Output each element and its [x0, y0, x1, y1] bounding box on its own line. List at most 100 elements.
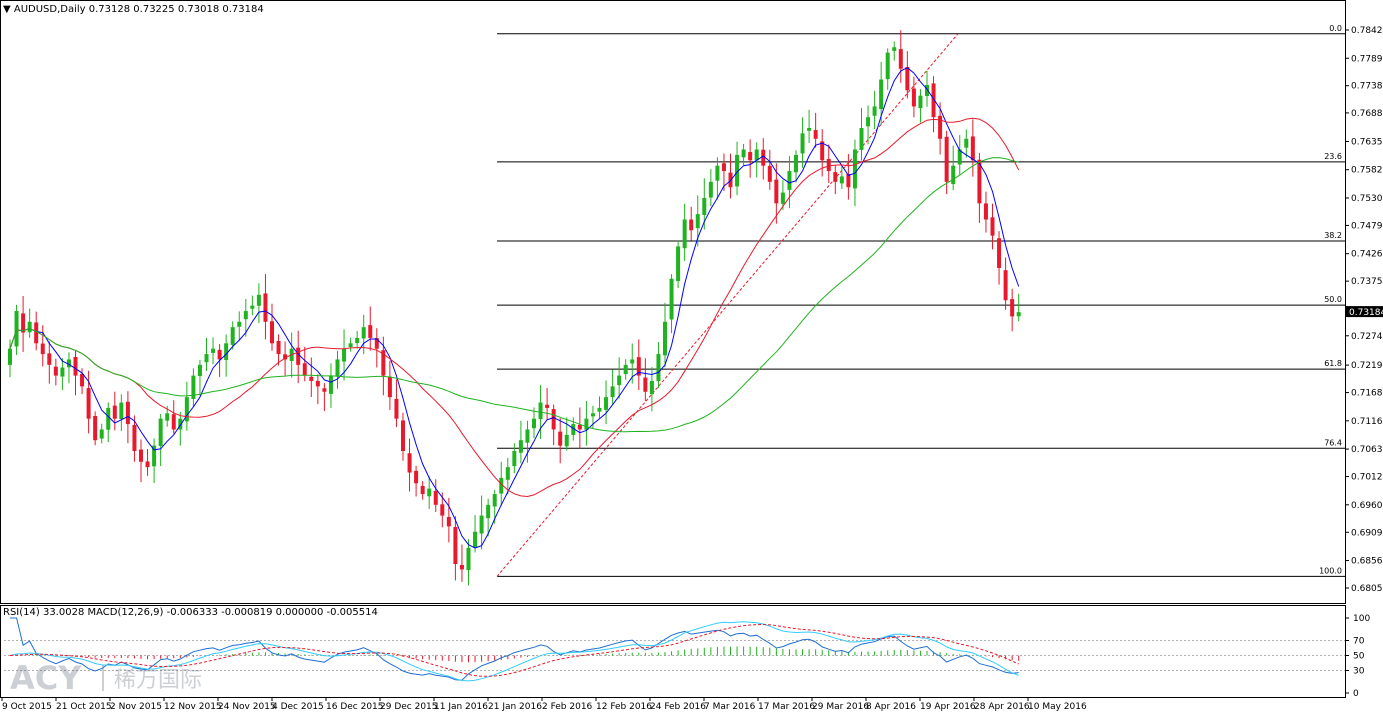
- x-tick-label: 16 Dec 2015: [326, 702, 384, 712]
- y-tick-label: 0.70635: [1351, 445, 1383, 455]
- candle-body: [564, 434, 569, 447]
- candle-body: [328, 375, 333, 394]
- y-tick-label: 0.72195: [1351, 361, 1383, 371]
- candle-body: [610, 386, 615, 397]
- candle-body: [643, 377, 648, 392]
- candle-body: [997, 238, 1002, 268]
- x-tick-label: 19 Apr 2016: [920, 702, 976, 712]
- candle-body: [224, 343, 229, 360]
- candle-body: [584, 418, 589, 430]
- svg-text:0.73184: 0.73184: [1349, 308, 1383, 318]
- candle-body: [846, 174, 851, 188]
- candle-body: [872, 106, 877, 116]
- candle-body: [735, 154, 740, 187]
- candle-body: [309, 376, 314, 382]
- candle-body: [957, 149, 962, 165]
- y-tick-label: 0.77895: [1351, 54, 1383, 64]
- candle-body: [440, 504, 445, 516]
- candle-body: [780, 192, 785, 204]
- x-tick-label: 10 May 2016: [1028, 702, 1087, 712]
- x-tick-label: 21 Oct 2015: [56, 702, 112, 712]
- candle-body: [492, 494, 497, 507]
- candle-body: [702, 197, 707, 215]
- candle-body: [414, 470, 419, 484]
- candle-body: [558, 431, 563, 446]
- candle-body: [446, 516, 451, 527]
- candle-body: [466, 547, 471, 571]
- candle-body: [296, 347, 301, 365]
- candle-body: [139, 449, 143, 462]
- acy-logo: ACY 稀万国际: [10, 659, 202, 697]
- x-tick-label: 29 Mar 2016: [812, 702, 869, 712]
- x-tick-label: 2 Feb 2016: [542, 702, 593, 712]
- candle-body: [512, 450, 517, 467]
- logo-latin: ACY: [10, 659, 82, 697]
- candle-body: [741, 149, 746, 158]
- candle-body: [748, 152, 753, 161]
- candle-body: [197, 364, 202, 377]
- candle-body: [165, 413, 170, 421]
- candle-body: [604, 397, 609, 410]
- candle-body: [944, 136, 949, 182]
- candle-body: [721, 163, 726, 172]
- macd-signal-line: [9, 623, 1019, 677]
- candle-body: [676, 246, 681, 281]
- candle-body: [689, 219, 694, 231]
- candle-body: [911, 88, 916, 107]
- x-tick-label: 24 Nov 2015: [218, 702, 276, 712]
- candlesticks: [8, 30, 1021, 586]
- candle-body: [754, 149, 759, 161]
- candle-body: [217, 349, 222, 360]
- candle-body: [1010, 299, 1015, 317]
- fib-level-label: 61.8: [1324, 359, 1342, 368]
- candle-body: [656, 354, 661, 382]
- candle-body: [918, 95, 923, 109]
- candle-body: [505, 467, 510, 480]
- candle-body: [879, 79, 884, 110]
- candle-body: [525, 429, 530, 443]
- chart-title-arrow: ▼: [3, 4, 14, 15]
- candle-body: [40, 343, 45, 355]
- x-tick-label: 4 Dec 2015: [272, 702, 324, 712]
- candle-body: [761, 149, 766, 166]
- candle-body: [859, 127, 864, 150]
- indicator-tick-label: 50: [1353, 652, 1365, 662]
- indicator-title: RSI(14) 33.0028 MACD(12,26,9) -0.006333 …: [3, 607, 378, 618]
- indicator-lines: [9, 617, 1019, 682]
- candle-body: [394, 398, 399, 419]
- candle-body: [839, 176, 844, 184]
- fib-level-label: 76.4: [1324, 438, 1342, 447]
- candle-body: [250, 305, 255, 309]
- candle-body: [898, 49, 903, 69]
- fib-level-label: 50.0: [1324, 295, 1342, 304]
- candle-body: [774, 179, 779, 204]
- candle-body: [794, 154, 798, 173]
- candle-body: [977, 159, 982, 204]
- x-tick-label: 21 Jan 2016: [488, 702, 542, 712]
- candle-body: [119, 402, 124, 420]
- candle-body: [243, 311, 248, 320]
- candle-body: [387, 376, 392, 398]
- candle-body: [695, 214, 700, 229]
- candle-body: [368, 325, 373, 338]
- indicator-panel[interactable]: 100 70 50 30 0 RSI(14) 33.0028 MACD(12,26,9)…: [0, 605, 1383, 699]
- candle-body: [866, 117, 871, 127]
- candle-body: [211, 348, 216, 353]
- candle-body: [970, 136, 975, 161]
- candle-body: [34, 322, 39, 344]
- candle-body: [571, 424, 576, 435]
- candle-body: [433, 490, 438, 505]
- x-tick-label: 17 Mar 2016: [758, 702, 815, 712]
- x-tick-label: 2 Nov 2015: [110, 702, 162, 712]
- candle-body: [407, 453, 412, 473]
- y-tick-label: 0.68565: [1351, 557, 1383, 567]
- candle-body: [184, 397, 189, 422]
- candle-body: [237, 321, 242, 327]
- candle-body: [617, 375, 622, 386]
